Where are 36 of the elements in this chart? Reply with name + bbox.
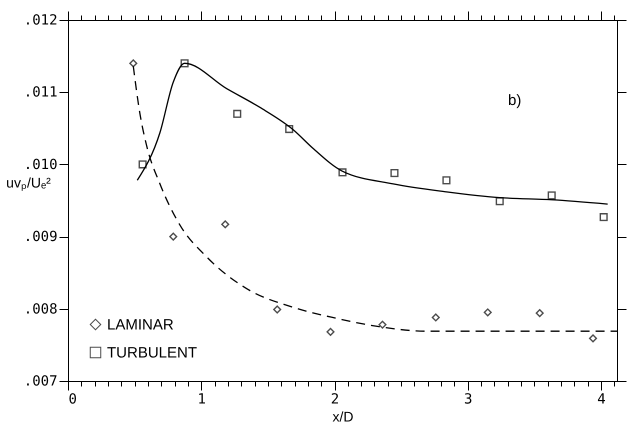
x-axis-title: x/D — [332, 408, 354, 424]
point — [390, 169, 399, 178]
point — [273, 305, 282, 314]
point — [600, 213, 608, 222]
point — [326, 328, 335, 336]
y-tick-label: .008 — [24, 301, 58, 318]
point — [496, 197, 504, 206]
point — [180, 59, 189, 68]
point — [129, 59, 138, 68]
point — [484, 308, 492, 316]
y-tick-label: .011 — [24, 84, 58, 101]
legend-label: TURBULENT — [107, 344, 198, 362]
point — [169, 232, 178, 241]
y-tick-label: .010 — [24, 156, 58, 173]
x-tick-label: 0 — [68, 392, 77, 408]
x-tick-label: 2 — [330, 392, 340, 408]
x-tick-label: 3 — [464, 392, 472, 408]
point — [138, 160, 147, 168]
point — [536, 309, 544, 318]
legend-label: LAMINAR — [107, 316, 174, 334]
point — [338, 168, 347, 176]
x-tick-label: 1 — [198, 392, 206, 408]
y-tick-label: .009 — [24, 229, 58, 246]
point — [588, 334, 598, 342]
point — [233, 110, 242, 118]
annotation: b) — [508, 92, 522, 109]
point — [432, 313, 440, 322]
point — [548, 191, 556, 200]
point — [442, 176, 450, 184]
x-tick-label: 4 — [597, 392, 606, 408]
y-tick-label: .007 — [24, 374, 58, 390]
y-axis-title: uvₚ/Uₑ² — [6, 174, 52, 192]
point — [221, 220, 230, 228]
y-tick-label: .012 — [24, 12, 58, 28]
point — [378, 320, 387, 329]
point — [285, 124, 294, 134]
